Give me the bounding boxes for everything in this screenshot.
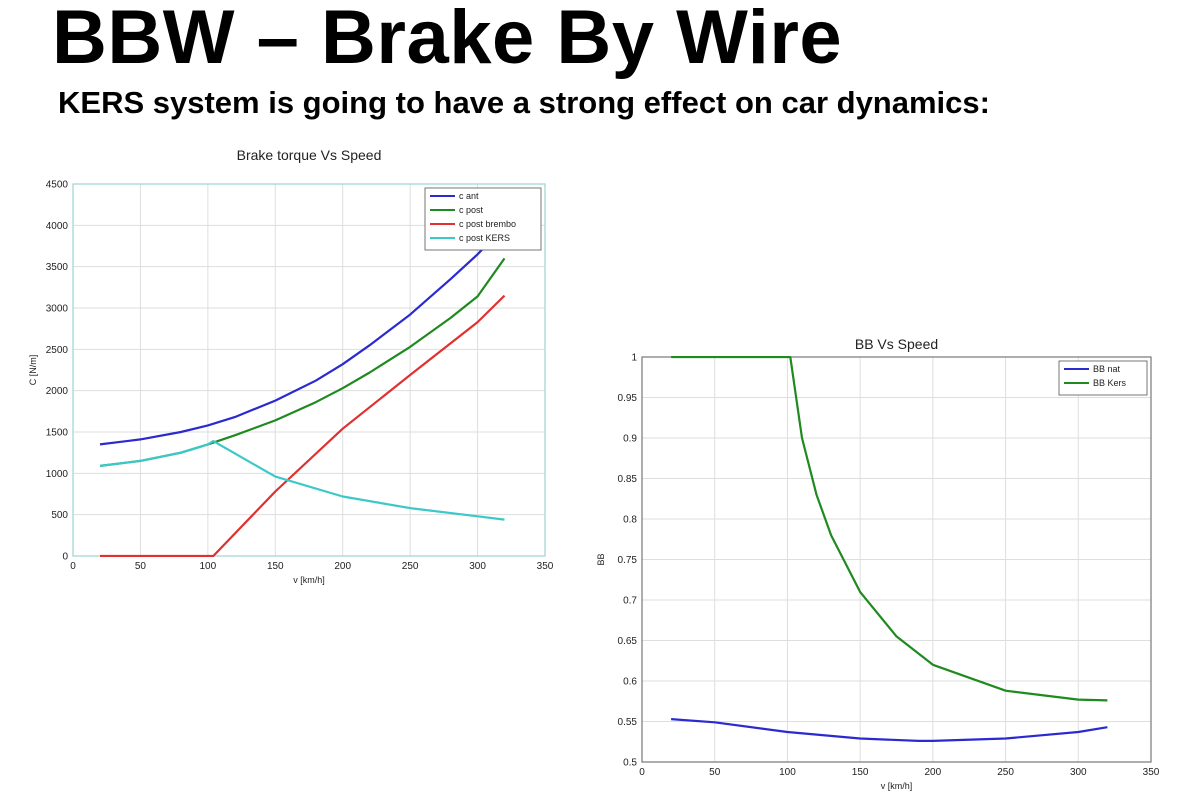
legend-box <box>1058 360 1148 396</box>
y-tick-label: 0.5 <box>623 758 637 769</box>
y-tick-label: 3000 <box>46 304 69 315</box>
x-tick-label: 0 <box>639 767 645 778</box>
x-tick-label: 100 <box>779 767 796 778</box>
series-line-bb-nat <box>671 718 1108 742</box>
y-tick-label: 2000 <box>46 386 69 397</box>
legend-box <box>424 187 542 251</box>
slide-title: BBW – Brake By Wire <box>52 0 843 80</box>
x-tick-label: 0 <box>70 561 76 572</box>
y-tick-label: 0 <box>62 552 68 563</box>
y-tick-label: 0.7 <box>623 596 637 607</box>
legend-label: BB Kers <box>1093 378 1127 388</box>
x-axis-label: v [km/h] <box>293 575 325 585</box>
x-tick-label: 200 <box>334 561 351 572</box>
legend-label: c ant <box>459 191 479 201</box>
x-tick-label: 250 <box>997 767 1014 778</box>
plot-frame <box>72 183 546 557</box>
legend-label: c post <box>459 205 484 215</box>
chart-title: BB Vs Speed <box>855 336 938 352</box>
y-tick-label: 500 <box>51 510 68 521</box>
y-tick-label: 0.85 <box>618 474 638 485</box>
x-tick-label: 200 <box>925 767 942 778</box>
y-tick-label: 0.8 <box>623 515 637 526</box>
x-tick-label: 350 <box>1143 767 1160 778</box>
x-tick-label: 350 <box>537 561 554 572</box>
y-tick-label: 4000 <box>46 221 69 232</box>
y-tick-label: 0.9 <box>623 434 637 445</box>
y-tick-label: 0.75 <box>618 555 638 566</box>
brake-torque-chart-svg: 0 50 100 150 200 250 300 3500500100015002000250… <box>28 147 554 585</box>
legend-label: c post KERS <box>459 233 510 243</box>
plot-frame <box>641 356 1152 763</box>
y-tick-label: 0.65 <box>618 636 638 647</box>
y-tick-label: 3500 <box>46 262 69 273</box>
chart-title: Brake torque Vs Speed <box>237 147 382 163</box>
bb-speed-chart-svg: 0 50 100 150 200 250 300 350 0.5 0.55 0.6 0.65 0.7 0.… <box>596 336 1160 791</box>
x-tick-label: 300 <box>1070 767 1087 778</box>
x-tick-label: 250 <box>402 561 419 572</box>
y-tick-label: 0.95 <box>618 393 638 404</box>
bb-speed-chart: 0 50 100 150 200 250 300 350 0.5 0.55 0.6 0.65 0.7 0.… <box>590 330 1170 799</box>
y-tick-label: 4500 <box>46 180 69 191</box>
legend-label: BB nat <box>1093 364 1121 374</box>
y-tick-label: 1500 <box>46 428 69 439</box>
slide-subtitle: KERS system is going to have a strong ef… <box>58 85 990 120</box>
legend-label: c post brembo <box>459 219 516 229</box>
y-tick-label: 1 <box>631 353 637 364</box>
x-tick-label: 50 <box>135 561 147 572</box>
y-axis-label: C [N/m] <box>28 355 38 386</box>
x-axis-label: v [km/h] <box>881 781 913 791</box>
x-tick-label: 300 <box>469 561 486 572</box>
y-tick-label: 2500 <box>46 345 69 356</box>
series-line-c-ant <box>99 225 506 446</box>
x-tick-label: 100 <box>200 561 217 572</box>
y-axis-label: BB <box>596 553 606 565</box>
y-tick-label: 0.6 <box>623 677 637 688</box>
brake-torque-chart: 0 50 100 150 200 250 300 350 0 500 1000 1500 2000 250… <box>20 140 560 590</box>
x-tick-label: 150 <box>852 767 869 778</box>
series-line-c-post-brembo <box>100 294 506 557</box>
y-tick-label: 1000 <box>46 469 69 480</box>
series-line-c-post-kers <box>99 440 505 521</box>
series-line-bb-kers <box>671 356 1108 702</box>
x-tick-label: 150 <box>267 561 284 572</box>
y-tick-label: 0.55 <box>618 717 638 728</box>
x-tick-label: 50 <box>709 767 721 778</box>
